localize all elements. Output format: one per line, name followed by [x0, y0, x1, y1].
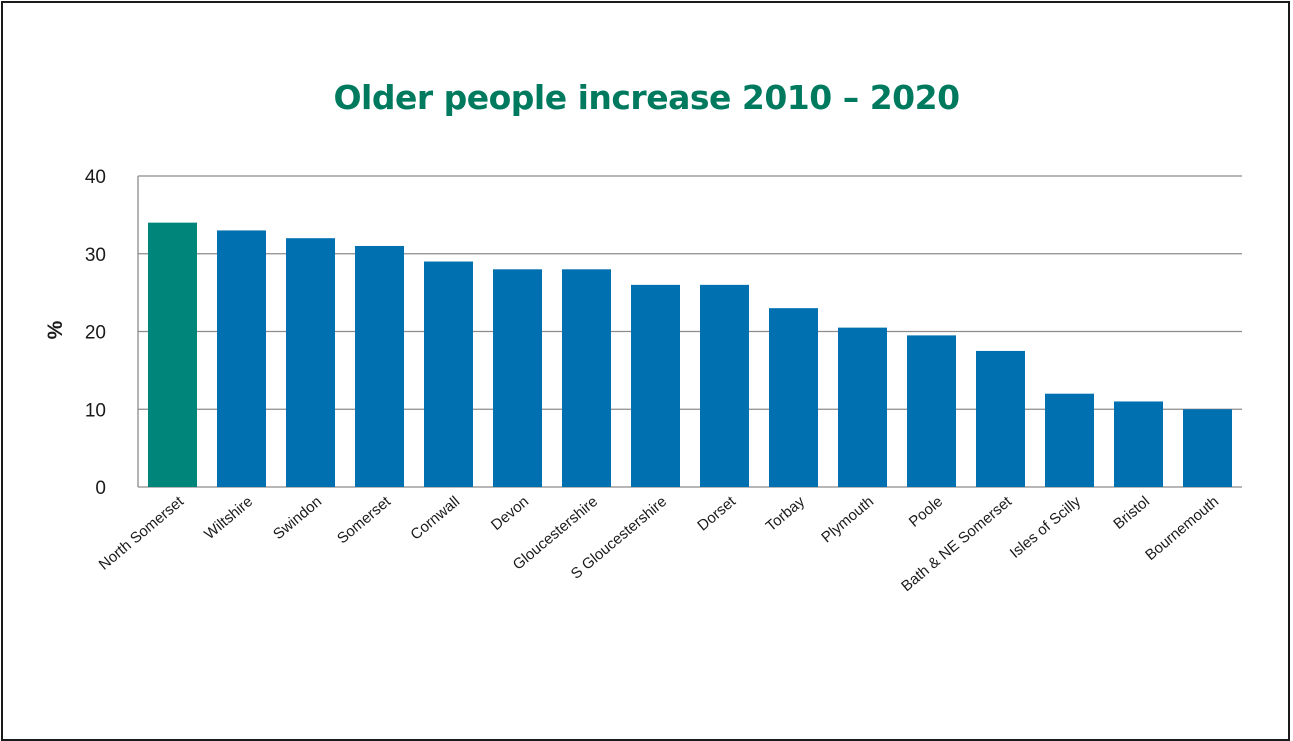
x-tick-label: North Somerset	[96, 493, 188, 574]
x-tick-label: Poole	[906, 493, 946, 531]
x-tick-label: Bath & NE Somerset	[898, 493, 1016, 596]
y-tick-label-20: 20	[85, 323, 106, 344]
x-tick-label: Dorset	[694, 493, 739, 535]
bar-bath-ne-somerset	[976, 350, 1025, 487]
x-tick-label: Torbay	[763, 493, 809, 535]
bar-cornwall	[424, 261, 473, 487]
bar-gloucestershire	[562, 269, 611, 487]
bar-s-gloucestershire	[631, 284, 680, 487]
bar-dorset	[700, 284, 749, 487]
x-tick-label: Bournemouth	[1142, 493, 1222, 564]
bar-somerset	[355, 245, 404, 487]
y-tick-label-10: 10	[85, 400, 106, 421]
bar-bristol	[1114, 401, 1163, 487]
x-tick-label: Devon	[488, 493, 532, 534]
x-tick-label: Somerset	[334, 493, 395, 548]
x-tick-label: Wiltshire	[201, 493, 256, 543]
bar-wiltshire	[217, 230, 266, 488]
bar-swindon	[286, 238, 335, 487]
bar-plymouth	[838, 327, 887, 487]
bar-torbay	[769, 308, 818, 487]
bar-bournemouth	[1183, 409, 1232, 487]
x-tick-label: Cornwall	[407, 493, 463, 544]
bar-isles-of-scilly	[1045, 393, 1094, 487]
bar-poole	[907, 335, 956, 487]
bar-north-somerset	[148, 222, 197, 487]
y-tick-label-40: 40	[85, 167, 106, 188]
x-tick-label: Plymouth	[818, 493, 877, 546]
y-tick-label-0: 0	[95, 478, 106, 499]
x-tick-label: Bristol	[1110, 493, 1153, 533]
chart-title: Older people increase 2010 – 2020	[333, 78, 960, 117]
bar-devon	[493, 269, 542, 487]
y-tick-label-30: 30	[85, 245, 106, 266]
x-tick-label: Isles of Scilly	[1007, 493, 1085, 562]
y-axis-label: %	[44, 320, 67, 339]
x-tick-label: Swindon	[270, 493, 325, 543]
